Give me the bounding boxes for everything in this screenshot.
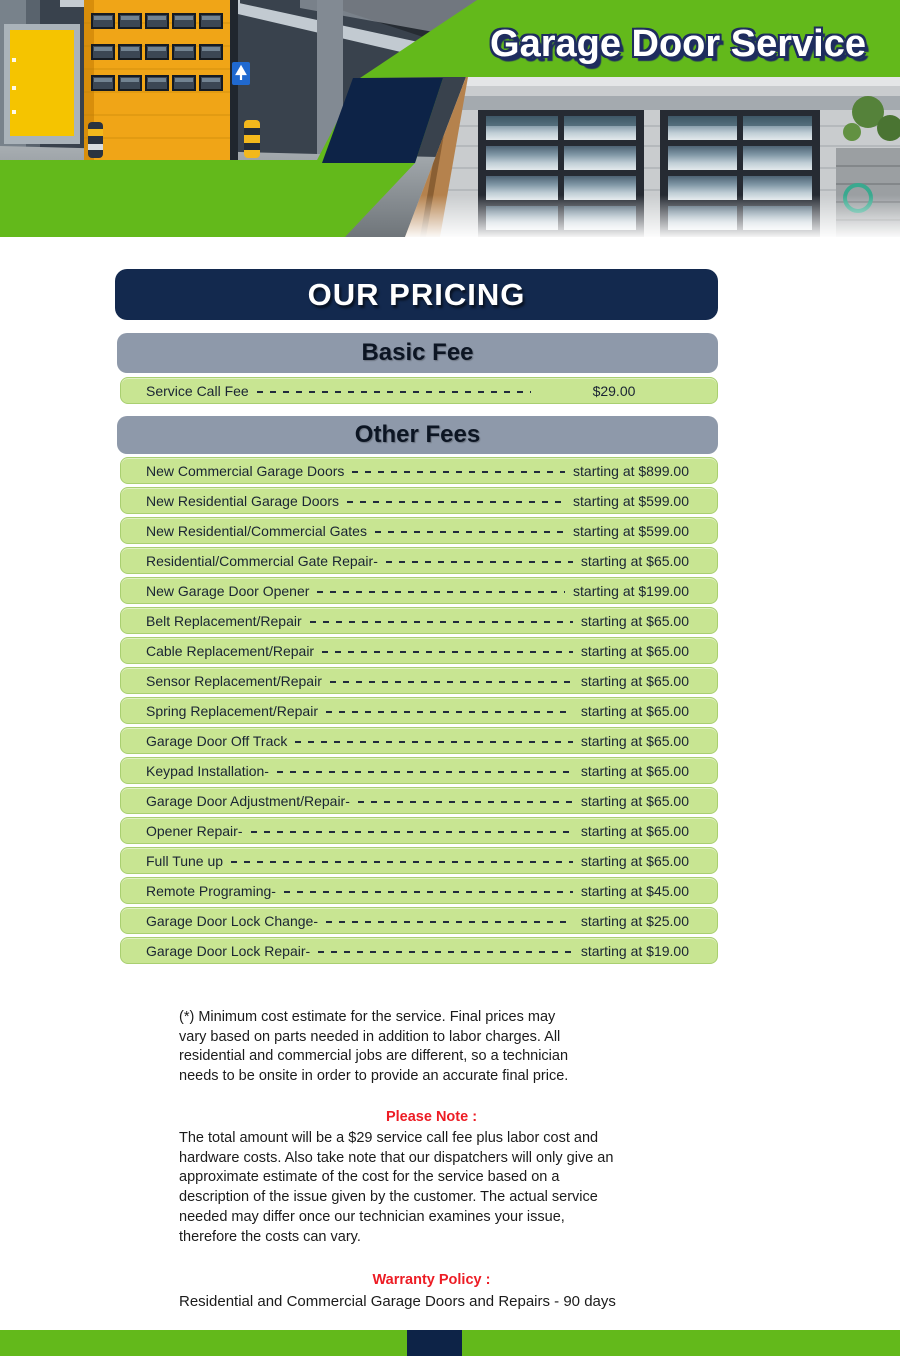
dash-leader (295, 740, 573, 743)
row-price: starting at $25.00 (580, 912, 689, 929)
dash-leader (357, 800, 573, 803)
row-label: Opener Repair- (146, 822, 243, 839)
dash-leader (385, 560, 573, 563)
dash-leader (352, 470, 566, 473)
row-label: Cable Replacement/Repair (146, 642, 315, 659)
dash-leader (317, 590, 566, 593)
dash-leader (309, 620, 573, 623)
fee-row: New Commercial Garage Doors starting at … (120, 457, 718, 484)
navy-parallelogram-accent (322, 78, 443, 163)
row-label: Remote Programing- (146, 882, 276, 899)
row-label: Service Call Fee (146, 382, 249, 399)
fee-row: New Garage Door Opener starting at $199.… (120, 577, 718, 604)
fee-row: Garage Door Off Track starting at $65.00 (120, 727, 718, 754)
our-pricing-banner: OUR PRICING (115, 269, 718, 320)
fee-row: New Residential/Commercial Gates startin… (120, 517, 718, 544)
row-label: Garage Door Adjustment/Repair- (146, 792, 350, 809)
row-price: starting at $45.00 (580, 882, 689, 899)
dash-leader (325, 710, 573, 713)
dash-leader (346, 500, 566, 503)
row-price: starting at $65.00 (580, 642, 689, 659)
safety-bollards (88, 120, 260, 158)
basic-fee-heading: Basic Fee (117, 333, 718, 373)
row-label: Spring Replacement/Repair (146, 702, 318, 719)
door-window-grid (91, 13, 223, 91)
basic-fee-row: Service Call Fee $29.00 (120, 377, 718, 404)
row-label: Sensor Replacement/Repair (146, 672, 322, 689)
row-price: starting at $65.00 (580, 732, 689, 749)
row-price: starting at $65.00 (580, 852, 689, 869)
warranty-policy-heading: Warranty Policy : (372, 1272, 491, 1288)
dash-leader (256, 390, 531, 393)
fee-row: Sensor Replacement/Repair starting at $6… (120, 667, 718, 694)
dash-leader (318, 950, 573, 953)
residential-garage-photo (405, 77, 900, 237)
row-label: New Garage Door Opener (146, 582, 310, 599)
fee-row: Belt Replacement/Repair starting at $65.… (120, 607, 718, 634)
row-price: starting at $65.00 (580, 792, 689, 809)
fee-row: Full Tune up starting at $65.00 (120, 847, 718, 874)
row-label: Full Tune up (146, 852, 224, 869)
dash-leader (326, 920, 573, 923)
fee-row: Garage Door Adjustment/Repair- starting … (120, 787, 718, 814)
row-price: starting at $65.00 (580, 822, 689, 839)
row-label: Garage Door Lock Change- (146, 912, 318, 929)
row-price: starting at $19.00 (580, 942, 689, 959)
row-label: Keypad Installation- (146, 762, 269, 779)
dash-leader (231, 860, 573, 863)
row-label: Residential/Commercial Gate Repair- (146, 552, 378, 569)
header-graphic (0, 0, 900, 237)
up-arrow-icon (232, 62, 250, 85)
green-top-band (360, 0, 900, 78)
row-price: starting at $599.00 (573, 492, 689, 509)
row-label: Garage Door Off Track (146, 732, 288, 749)
row-price: starting at $65.00 (580, 762, 689, 779)
row-label: Garage Door Lock Repair- (146, 942, 311, 959)
row-price: starting at $899.00 (573, 462, 689, 479)
row-label: New Residential Garage Doors (146, 492, 339, 509)
yellow-garage-door (84, 0, 238, 160)
dash-leader (250, 830, 573, 833)
yellow-sign-panel (4, 24, 80, 144)
footer-navy-block (407, 1330, 462, 1356)
footer-green-bar (0, 1330, 900, 1356)
please-note-heading: Please Note : (385, 1109, 478, 1125)
other-fees-heading: Other Fees (117, 416, 718, 454)
fee-row: Spring Replacement/Repair starting at $6… (120, 697, 718, 724)
row-price: starting at $199.00 (573, 582, 689, 599)
fee-row: Opener Repair- starting at $65.00 (120, 817, 718, 844)
header-banner: Garage Door Service (0, 0, 900, 237)
dash-leader (283, 890, 573, 893)
fee-row: Garage Door Lock Repair- starting at $19… (120, 937, 718, 964)
row-price: starting at $65.00 (580, 702, 689, 719)
fee-row: Remote Programing- starting at $45.00 (120, 877, 718, 904)
row-price: starting at $599.00 (573, 522, 689, 539)
other-fees-list: New Commercial Garage Doors starting at … (0, 457, 900, 967)
row-label: New Residential/Commercial Gates (146, 522, 367, 539)
row-price: $29.00 (592, 382, 636, 399)
row-label: New Commercial Garage Doors (146, 462, 345, 479)
dash-leader (329, 680, 573, 683)
fee-row: Keypad Installation- starting at $65.00 (120, 757, 718, 784)
page-title: Garage Door Service (490, 22, 866, 65)
row-price: starting at $65.00 (580, 672, 689, 689)
fee-row: Garage Door Lock Change- starting at $25… (120, 907, 718, 934)
dash-leader (374, 530, 566, 533)
warranty-policy-text: Residential and Commercial Garage Doors … (179, 1293, 616, 1310)
row-label: Belt Replacement/Repair (146, 612, 302, 629)
dash-leader (322, 650, 573, 653)
disclaimer-text: (*) Minimum cost estimate for the servic… (179, 1009, 569, 1085)
please-note-text: The total amount will be a $29 service c… (179, 1130, 614, 1245)
row-price: starting at $65.00 (580, 612, 689, 629)
dash-leader (276, 770, 573, 773)
row-price: starting at $65.00 (580, 552, 689, 569)
green-diagonal-band (0, 78, 443, 237)
fee-row: New Residential Garage Doors starting at… (120, 487, 718, 514)
fee-row: Residential/Commercial Gate Repair- star… (120, 547, 718, 574)
fee-row: Cable Replacement/Repair starting at $65… (120, 637, 718, 664)
